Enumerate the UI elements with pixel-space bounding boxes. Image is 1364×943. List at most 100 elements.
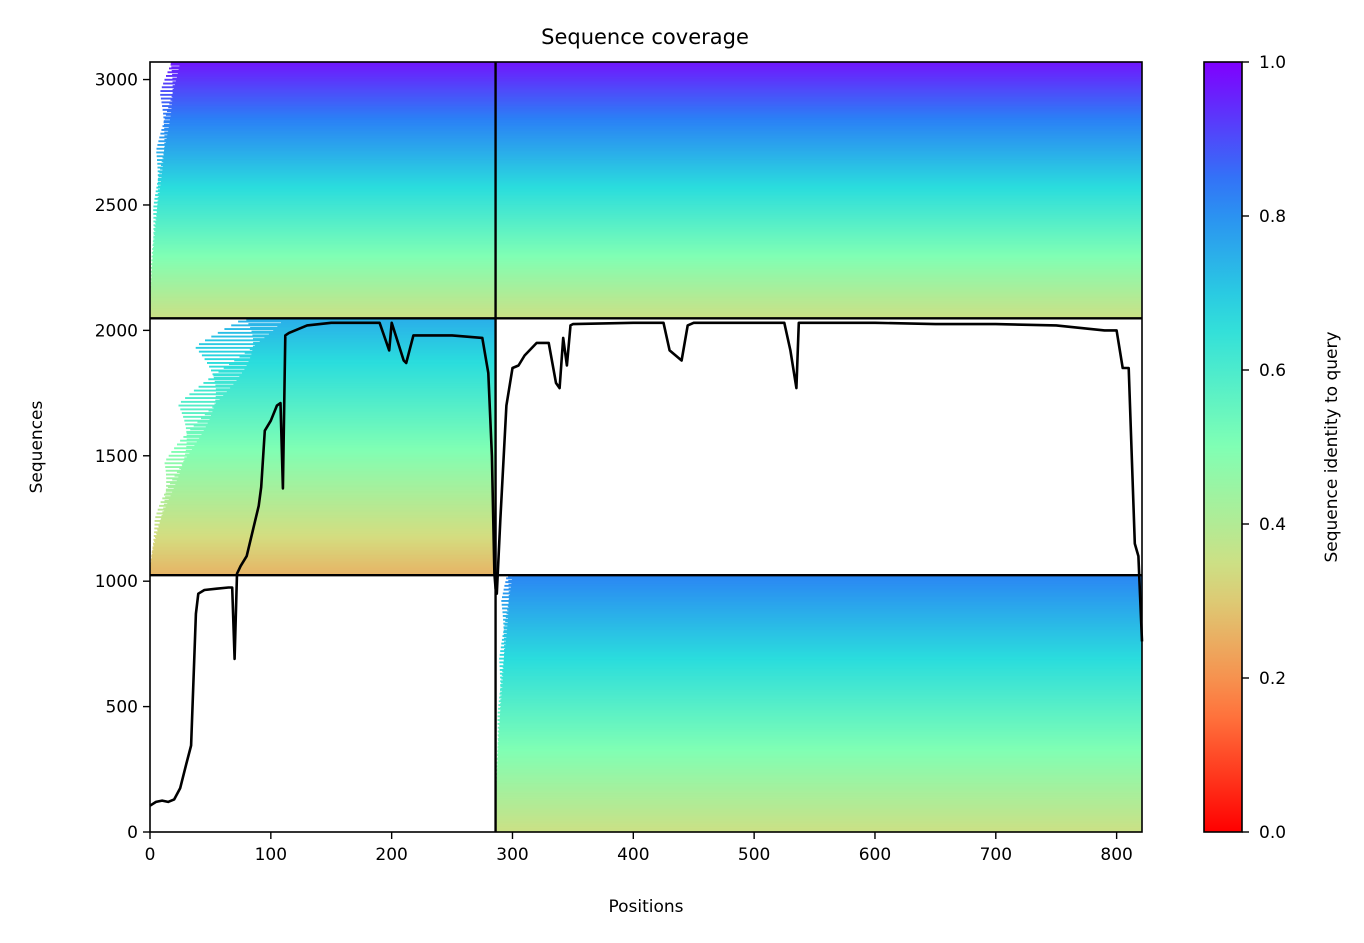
coverage-strip <box>252 345 496 348</box>
coverage-strip <box>152 254 1142 257</box>
coverage-strip <box>151 271 1143 274</box>
coverage-strip <box>277 325 496 328</box>
coverage-strip <box>157 159 1142 161</box>
coverage-strip <box>157 162 1143 165</box>
coverage-strip <box>150 558 496 561</box>
coverage-strip <box>501 697 1142 700</box>
coverage-strip <box>152 260 1142 263</box>
coverage-strip <box>172 491 496 493</box>
coverage-strip <box>499 717 1142 720</box>
coverage-strip <box>497 766 1142 769</box>
coverage-strip <box>164 499 496 502</box>
coverage-strip <box>495 809 1142 812</box>
block-separator-layer <box>150 62 1142 832</box>
coverage-strip <box>164 117 1142 120</box>
y-tick-label: 2000 <box>95 321 138 341</box>
coverage-strip <box>157 200 1142 203</box>
coverage-strip <box>249 348 496 351</box>
coverage-strip <box>250 326 496 329</box>
coverage-strip <box>158 140 1142 143</box>
coverage-strip <box>510 586 1142 589</box>
coverage-strip <box>178 404 496 407</box>
coverage-strip <box>496 791 1143 794</box>
coverage-strip <box>172 77 1142 80</box>
x-tick-label: 0 <box>145 845 156 865</box>
coverage-strip <box>498 731 1142 734</box>
coverage-strip <box>503 622 1142 625</box>
coverage-strip <box>173 487 496 490</box>
coverage-strip <box>184 459 496 462</box>
coverage-strip <box>195 346 496 349</box>
coverage-strip <box>207 362 496 364</box>
coverage-strip <box>152 244 1142 247</box>
coverage-strip <box>497 771 1142 774</box>
coverage-strip <box>203 429 496 432</box>
coverage-strip <box>152 264 1142 267</box>
coverage-strip <box>150 565 496 567</box>
coverage-strip <box>179 467 496 470</box>
coverage-strip <box>154 234 1142 237</box>
coverage-strip <box>194 444 496 447</box>
coverage-strip <box>506 612 1142 615</box>
coverage-strip <box>495 827 1143 829</box>
coverage-strip <box>244 368 496 371</box>
coverage-strip <box>165 492 496 495</box>
coverage-strip <box>154 540 496 542</box>
coverage-strip <box>165 489 496 492</box>
coverage-strip <box>151 276 1142 279</box>
coverage-strip <box>259 340 496 343</box>
coverage-strip <box>164 150 1142 153</box>
coverage-strip <box>155 516 496 519</box>
coverage-strip <box>150 561 496 564</box>
coverage-strip <box>496 769 1142 772</box>
coverage-strip <box>175 483 496 486</box>
x-tick-label: 700 <box>980 845 1012 865</box>
coverage-strip <box>168 106 1142 109</box>
coverage-strip <box>500 689 1142 691</box>
coverage-strip <box>507 608 1143 611</box>
coverage-strip <box>156 211 1142 214</box>
coverage-strip <box>504 655 1143 658</box>
coverage-strip <box>162 165 1143 168</box>
coverage-strip <box>503 588 1143 591</box>
coverage-strip <box>504 584 1142 587</box>
coverage-strip <box>503 656 1142 659</box>
coverage-strip <box>152 258 1142 260</box>
coverage-strip <box>503 662 1142 665</box>
y-tick-label: 500 <box>106 698 138 718</box>
coverage-strip <box>193 424 496 427</box>
coverage-strip <box>154 527 496 530</box>
coverage-strip <box>163 82 1143 85</box>
coverage-strip <box>497 755 1142 758</box>
coverage-strip <box>160 97 1142 100</box>
coverage-strip <box>153 231 1142 234</box>
coverage-strip <box>164 142 1143 145</box>
y-axis-label: Sequences <box>27 401 47 494</box>
coverage-strip <box>508 610 1142 612</box>
coverage-strip <box>496 785 1142 788</box>
coverage-strip <box>186 434 496 437</box>
coverage-strip <box>502 682 1143 685</box>
coverage-strip <box>214 380 496 383</box>
coverage-strip <box>213 374 496 377</box>
coverage-strip <box>503 667 1142 670</box>
coverage-strip <box>186 430 496 433</box>
coverage-strip <box>156 147 1142 150</box>
coverage-strip <box>150 309 1143 312</box>
coverage-strip <box>167 71 1142 74</box>
coverage-strip <box>496 794 1142 797</box>
coverage-strip <box>502 592 1142 595</box>
coverage-strip <box>150 285 1143 288</box>
coverage-strip <box>151 275 1142 278</box>
coverage-strip <box>153 239 1143 242</box>
coverage-strip <box>498 736 1142 739</box>
coverage-strip <box>511 578 1142 581</box>
coverage-strip <box>507 625 1142 627</box>
coverage-strip <box>163 154 1143 156</box>
coverage-strip <box>157 196 1142 199</box>
coverage-strip <box>273 329 496 332</box>
coverage-strip <box>178 476 496 478</box>
coverage-strip <box>160 518 496 521</box>
coverage-strip <box>164 493 496 496</box>
